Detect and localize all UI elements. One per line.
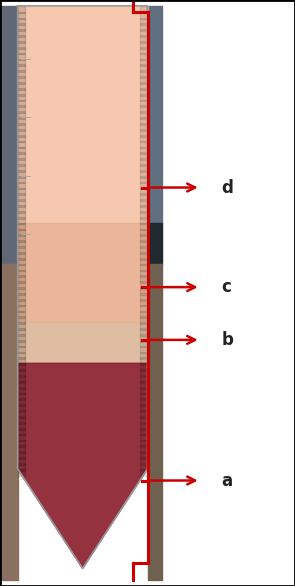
Polygon shape [18, 363, 148, 568]
Text: b: b [221, 331, 233, 349]
Polygon shape [18, 223, 148, 322]
Text: a: a [221, 472, 232, 489]
Polygon shape [18, 6, 148, 223]
Text: d: d [221, 179, 233, 196]
Text: c: c [221, 278, 231, 296]
Polygon shape [18, 322, 148, 363]
